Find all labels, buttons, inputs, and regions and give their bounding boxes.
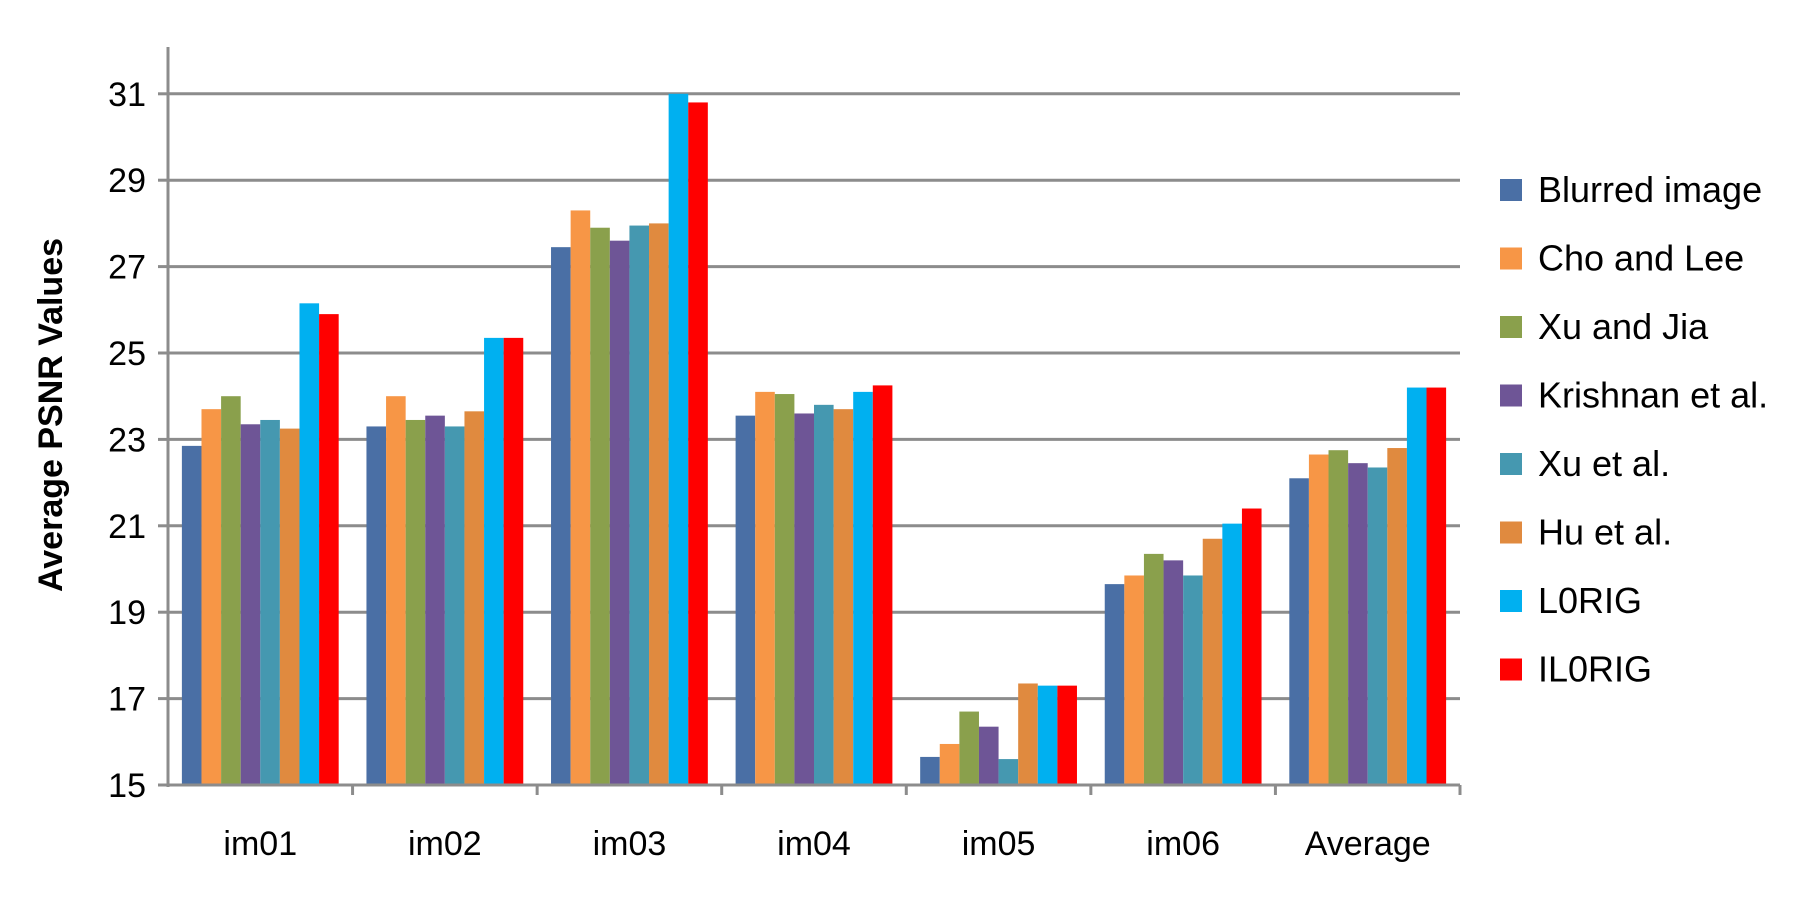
bar-im01-0 [181, 445, 202, 785]
bar-im04-2 [774, 394, 795, 785]
y-tick-label: 23 [108, 421, 146, 459]
bar-im03-1 [570, 210, 591, 785]
bar-im06-1 [1124, 575, 1144, 785]
y-tick-label: 21 [108, 508, 146, 546]
legend-swatch [1500, 658, 1522, 681]
bar-im03-3 [609, 240, 630, 785]
bar-average-3 [1348, 463, 1368, 785]
bar-average-7 [1426, 387, 1447, 785]
bar-average-6 [1406, 387, 1427, 785]
bar-im02-2 [405, 419, 426, 785]
bar-im03-2 [590, 227, 610, 786]
legend-swatch [1500, 521, 1522, 544]
bar-im06-5 [1202, 538, 1223, 785]
bar-im05-2 [959, 711, 979, 785]
bar-im01-5 [279, 428, 300, 785]
x-tick-label: im02 [408, 825, 482, 863]
bar-im04-0 [735, 415, 756, 785]
x-tick-label: Average [1305, 825, 1431, 863]
legend-label: Hu et al. [1538, 512, 1672, 553]
legend-label: IL0RIG [1538, 649, 1652, 690]
x-tick-label: im04 [777, 825, 851, 863]
bar-average-2 [1328, 450, 1349, 785]
axes [158, 47, 1462, 795]
bar-im02-0 [366, 426, 387, 785]
y-tick-label: 19 [108, 594, 146, 632]
y-tick-label: 15 [108, 767, 146, 805]
y-tick-label: 27 [108, 249, 146, 287]
legend-swatch [1500, 384, 1522, 407]
bar-im01-3 [240, 424, 261, 785]
bar-im06-2 [1143, 553, 1164, 785]
bar-im05-5 [1018, 683, 1038, 785]
bar-im06-4 [1183, 575, 1203, 785]
bar-im06-6 [1222, 523, 1242, 785]
legend: Blurred image Cho and Lee Xu and Jia Krishn… [1500, 169, 1768, 690]
bar-im05-7 [1057, 685, 1077, 785]
legend-label: Xu et al. [1538, 443, 1670, 484]
bar-im02-6 [484, 337, 504, 785]
bar-im04-3 [794, 413, 814, 785]
bar-im01-1 [201, 409, 222, 785]
bar-im02-7 [503, 337, 524, 785]
bar-im06-7 [1241, 508, 1262, 785]
x-tick-label: im01 [223, 825, 297, 863]
y-tick-label: 31 [108, 76, 146, 114]
bar-im03-7 [688, 102, 708, 785]
legend-swatch [1500, 590, 1522, 612]
bar-im01-2 [221, 396, 241, 785]
bar-im01-4 [260, 419, 280, 785]
legend-swatch [1500, 453, 1522, 475]
y-tick-label: 25 [108, 335, 146, 373]
bar-im03-6 [668, 93, 689, 786]
bar-im04-4 [814, 404, 834, 785]
bar-im04-6 [853, 391, 873, 785]
bar-im05-4 [998, 759, 1019, 785]
legend-label: Xu and Jia [1538, 306, 1709, 347]
bar-average-5 [1387, 448, 1407, 785]
bar-im06-0 [1104, 584, 1125, 785]
bar-im02-1 [386, 396, 406, 785]
x-tick-label: im03 [593, 825, 667, 863]
bar-im02-5 [464, 411, 485, 785]
x-tick-labels: im01 im02 im03 im04 im05 im06 Average [223, 825, 1430, 863]
legend-label: L0RIG [1538, 580, 1642, 621]
y-tick-labels: 15 17 19 21 23 25 27 29 31 [108, 76, 146, 805]
bars [181, 93, 1447, 786]
legend-swatch [1500, 179, 1522, 201]
legend-label: Krishnan et al. [1538, 375, 1768, 416]
bar-im05-1 [939, 743, 960, 785]
bar-im04-5 [833, 409, 854, 785]
bar-average-0 [1289, 478, 1309, 785]
x-tick-label: im06 [1146, 825, 1220, 863]
bar-im05-0 [920, 756, 940, 785]
legend-swatch [1500, 247, 1522, 270]
bar-im03-5 [649, 223, 669, 785]
bar-average-1 [1308, 454, 1329, 785]
bar-im05-3 [978, 726, 999, 785]
bar-im03-0 [551, 247, 571, 785]
bar-im01-7 [319, 314, 339, 785]
legend-label: Blurred image [1538, 169, 1762, 210]
x-tick-label: im05 [962, 825, 1036, 863]
legend-label: Cho and Lee [1538, 238, 1744, 279]
legend-swatch [1500, 316, 1522, 338]
bar-im04-7 [872, 385, 893, 785]
y-tick-label: 17 [108, 681, 146, 719]
bar-im01-6 [299, 303, 320, 785]
bar-im02-4 [444, 426, 465, 785]
bar-im02-3 [425, 415, 445, 785]
bar-im06-3 [1163, 560, 1184, 785]
y-axis-label: Average PSNR Values [32, 238, 70, 592]
y-tick-label: 29 [108, 162, 146, 200]
bar-im03-4 [629, 225, 650, 785]
bar-im05-6 [1037, 685, 1058, 785]
bar-im04-1 [755, 391, 775, 785]
bar-average-4 [1367, 467, 1388, 785]
